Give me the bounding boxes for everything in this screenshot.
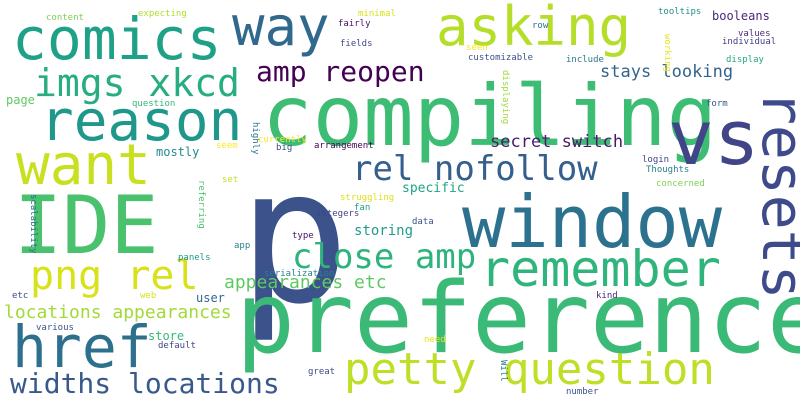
word-appearances-etc: appearances etc [224,272,387,293]
word-include: include [566,55,604,65]
word-need: need [424,335,446,345]
word-seen: seen [466,43,488,53]
word-working: working [662,34,672,72]
word-app: app [234,241,251,251]
word-specific: specific [402,181,465,196]
word-form: form [706,99,728,109]
word-currently: currently [258,135,307,145]
word-concerned: concerned [656,179,705,189]
word-secret-switch: secret switch [490,132,624,152]
word-widths-locations: widths locations [10,367,280,400]
word-want: want [16,133,151,198]
word-minimal: minimal [358,9,396,19]
word-row: row [532,21,549,31]
word-set: set [222,175,239,185]
word-storing: storing [354,223,414,239]
word-store: store [148,329,185,343]
word-displaying: displaying [500,70,510,125]
word-tooltips: tooltips [658,7,702,17]
word-png-rel: png rel [30,253,199,299]
word-customizable: customizable [468,53,534,63]
word-vs: vs [668,93,760,182]
word-type: type [292,231,314,241]
word-page: page [6,93,35,107]
word-compiling: compiling [262,67,718,165]
word-serialization: serialization [264,269,335,279]
word-will: Will [498,360,508,382]
word-question: question [132,99,176,109]
word-comics: comics [12,5,222,73]
word-way: way [232,0,330,58]
word-fields: fields [340,39,373,49]
word-ide: IDE [14,179,159,272]
word-href: href [12,313,152,381]
word-seem: seem [216,141,238,151]
word-locations-appearances: locations appearances [4,302,232,323]
word-individual: individual [722,37,777,47]
word-struggling: struggling [340,193,395,203]
word-resets: resets [749,90,800,300]
word-referring: referring [196,180,206,229]
word-imgs-xkcd: imgs xkcd [34,61,240,105]
word-p: p [238,128,350,345]
word-asking: asking [436,0,632,58]
word-web: web [140,291,157,301]
word-integers: integers [316,209,360,219]
word-values: values [738,29,771,39]
word-reason: reason [40,89,243,154]
word-display: display [726,55,764,65]
word-window: window [462,180,723,264]
word-number: number [566,387,599,397]
word-stays-looking: stays looking [600,62,734,82]
word-petty-question: petty question [344,344,715,395]
word-amp-reopen: amp reopen [256,55,425,88]
word-scalability: scalability [28,194,38,254]
word-user: user [196,291,225,305]
word-panels: panels [178,253,211,263]
word-fairly: fairly [338,19,371,29]
word-mostly: mostly [156,145,200,159]
word-kind: kind [596,291,618,301]
word-rel-nofollow: rel nofollow [352,149,598,189]
word-arrangement: arrangement [314,141,374,151]
word-close-amp: close amp [292,237,477,277]
word-etc: etc [12,291,29,301]
word-big: big [276,143,293,153]
word-great: great [308,367,336,377]
word-remember: remember [480,240,721,298]
word-various: various [36,323,74,333]
word-content: content [46,13,84,23]
word-expecting: expecting [138,9,187,19]
word-preference: preference [236,262,800,376]
word-thoughts: Thoughts [646,165,690,175]
word-default: default [158,341,196,351]
word-login: login [642,155,670,165]
word-fan: fan [354,203,371,213]
word-data: data [412,217,434,227]
word-booleans: booleans [712,9,770,23]
